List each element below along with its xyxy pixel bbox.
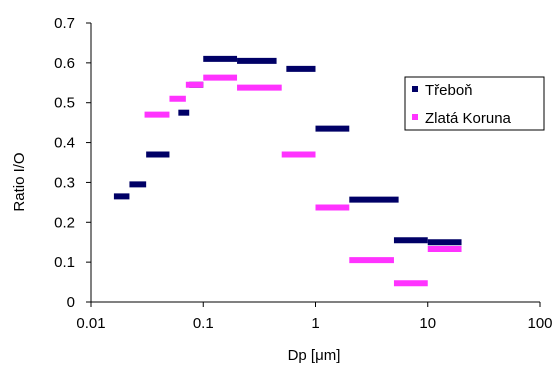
- y-axis-label: Ratio I/O: [11, 152, 28, 211]
- y-tick-label: 0.4: [54, 135, 75, 152]
- series-layer: [113, 55, 462, 287]
- x-tick-label: 0.01: [76, 315, 105, 332]
- legend-box: [404, 76, 545, 131]
- x-tick-label: 0.1: [193, 315, 214, 332]
- legend-label-zlata-koruna: Zlatá Koruna: [425, 110, 512, 127]
- x-axis-label: Dp [μm]: [288, 347, 341, 364]
- legend-marker-zlata-koruna: [412, 114, 418, 120]
- x-tick-label: 1: [311, 315, 319, 332]
- x-tick-label: 10: [419, 315, 436, 332]
- x-tick-label: 100: [527, 315, 552, 332]
- series-1: [144, 74, 462, 287]
- legend-marker-trebon: [412, 86, 418, 92]
- y-tick-label: 0.3: [54, 174, 75, 191]
- y-tick-label: 0.7: [54, 15, 75, 32]
- legend-label-trebon: Třeboň: [425, 82, 473, 99]
- legend: Třeboň Zlatá Koruna: [404, 76, 545, 131]
- y-tick-label: 0.6: [54, 55, 75, 72]
- y-tick-label: 0.2: [54, 214, 75, 231]
- y-tick-label: 0.5: [54, 95, 75, 112]
- y-tick-label: 0.1: [54, 254, 75, 271]
- series-0: [113, 55, 462, 246]
- y-tick-label: 0: [67, 294, 75, 311]
- y-axis: 0 0.1 0.2 0.3 0.4 0.5 0.6 0.7: [54, 15, 92, 311]
- x-axis: 0.01 0.1 1 10 100: [76, 301, 553, 332]
